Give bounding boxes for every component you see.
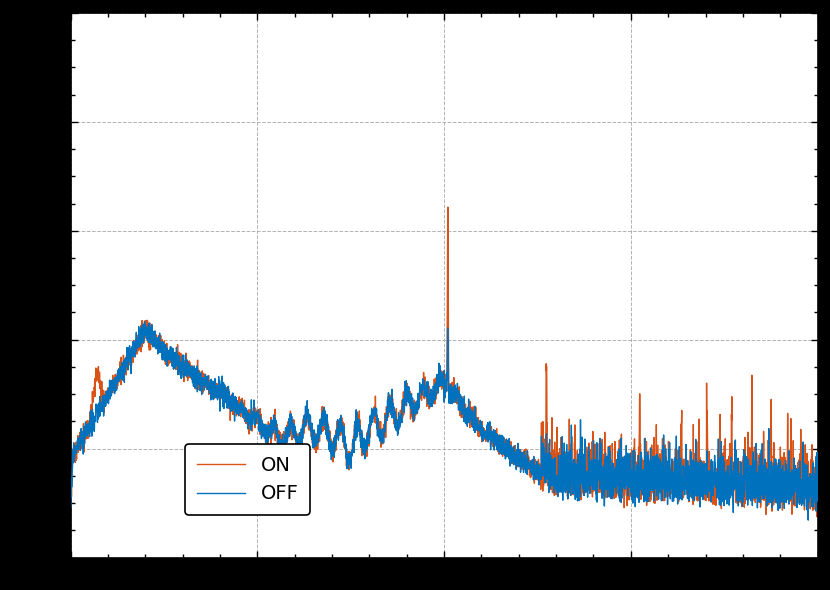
ON (385, 396, 395, 404)
OFF (803, 517, 813, 524)
Line: ON: ON (71, 207, 818, 517)
ON (421, 393, 431, 400)
ON (443, 204, 453, 211)
Legend: ON, OFF: ON, OFF (185, 444, 310, 515)
OFF (753, 480, 763, 487)
OFF (379, 429, 389, 436)
OFF (386, 394, 396, 401)
ON (66, 509, 76, 516)
OFF (139, 318, 149, 325)
OFF (66, 504, 76, 511)
Line: OFF: OFF (71, 322, 818, 520)
ON (790, 495, 800, 502)
OFF (813, 481, 823, 488)
ON (753, 470, 763, 477)
ON (608, 491, 618, 499)
OFF (790, 467, 800, 474)
OFF (608, 491, 618, 499)
ON (812, 513, 822, 520)
ON (813, 465, 823, 472)
ON (379, 433, 389, 440)
OFF (421, 390, 431, 397)
